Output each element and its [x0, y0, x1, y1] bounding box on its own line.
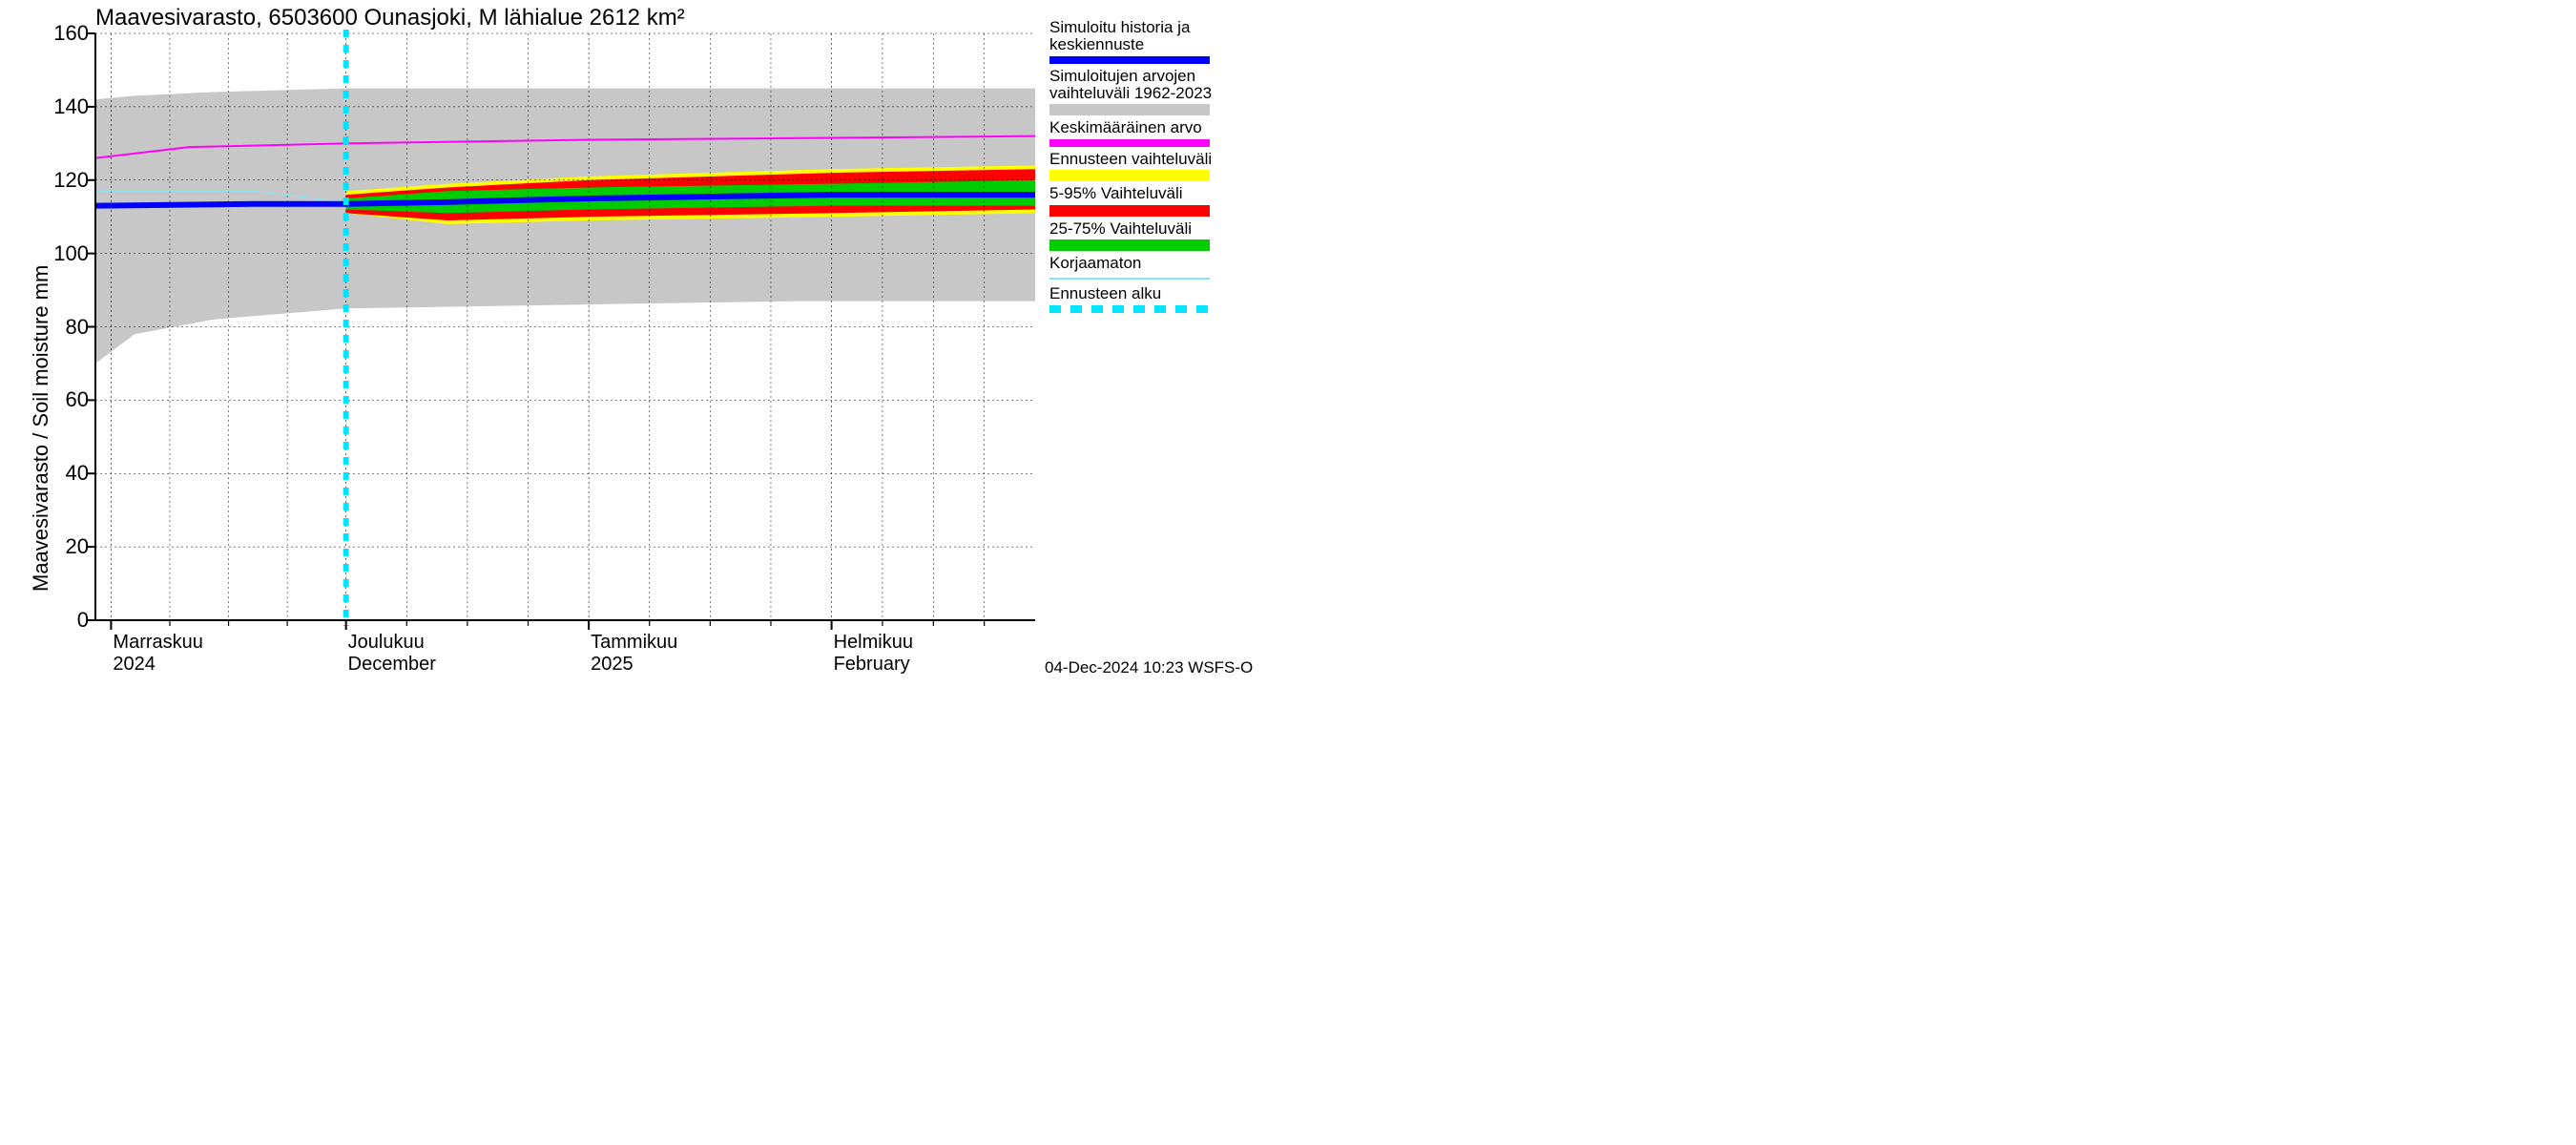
- legend-label: Keskimääräinen arvo: [1049, 119, 1212, 136]
- legend-entry: 25-75% Vaihteluväli: [1049, 220, 1212, 251]
- legend-swatch: [1049, 278, 1210, 280]
- legend-entry: Korjaamaton: [1049, 255, 1212, 280]
- legend-swatch: [1049, 139, 1210, 147]
- ytick-label: 80: [36, 315, 89, 340]
- legend-swatch: [1049, 205, 1210, 217]
- plot-area: [95, 33, 1035, 620]
- ytick-label: 40: [36, 461, 89, 486]
- ytick-label: 20: [36, 534, 89, 559]
- legend-label: Ennusteen vaihteluväli: [1049, 151, 1212, 168]
- ytick-label: 60: [36, 387, 89, 412]
- xtick-label: HelmikuuFebruary: [834, 632, 913, 676]
- legend-entry: Keskimääräinen arvo: [1049, 119, 1212, 146]
- legend-label: Simuloitujen arvojenvaihteluväli 1962-20…: [1049, 68, 1212, 103]
- legend-entry: Ennusteen vaihteluväli: [1049, 151, 1212, 181]
- legend-label: Simuloitu historia jakeskiennuste: [1049, 19, 1212, 54]
- legend-entry: Simuloitu historia jakeskiennuste: [1049, 19, 1212, 64]
- ytick-label: 0: [36, 608, 89, 633]
- legend-label: 25-75% Vaihteluväli: [1049, 220, 1212, 238]
- legend-label: Ennusteen alku: [1049, 285, 1212, 302]
- ytick-label: 140: [36, 94, 89, 119]
- footer-text: 04-Dec-2024 10:23 WSFS-O: [1045, 658, 1253, 677]
- legend-label: 5-95% Vaihteluväli: [1049, 185, 1212, 202]
- ytick-label: 120: [36, 168, 89, 193]
- ytick-label: 160: [36, 21, 89, 46]
- legend-entry: Ennusteen alku: [1049, 285, 1212, 312]
- legend: Simuloitu historia jakeskiennuste Simuloi…: [1049, 19, 1212, 317]
- legend-label: Korjaamaton: [1049, 255, 1212, 272]
- xtick-label: Marraskuu2024: [113, 632, 202, 676]
- legend-swatch: [1049, 170, 1210, 181]
- legend-entry: 5-95% Vaihteluväli: [1049, 185, 1212, 216]
- legend-swatch: [1049, 104, 1210, 115]
- legend-swatch: [1049, 239, 1210, 251]
- legend-swatch: [1049, 305, 1210, 313]
- soil-moisture-chart: Maavesivarasto, 6503600 Ounasjoki, M läh…: [0, 0, 1431, 639]
- xtick-label: JoulukuuDecember: [348, 632, 436, 676]
- legend-entry: Simuloitujen arvojenvaihteluväli 1962-20…: [1049, 68, 1212, 116]
- legend-swatch: [1049, 56, 1210, 64]
- ytick-label: 100: [36, 241, 89, 266]
- xtick-label: Tammikuu2025: [591, 632, 677, 676]
- chart-title: Maavesivarasto, 6503600 Ounasjoki, M läh…: [95, 5, 685, 31]
